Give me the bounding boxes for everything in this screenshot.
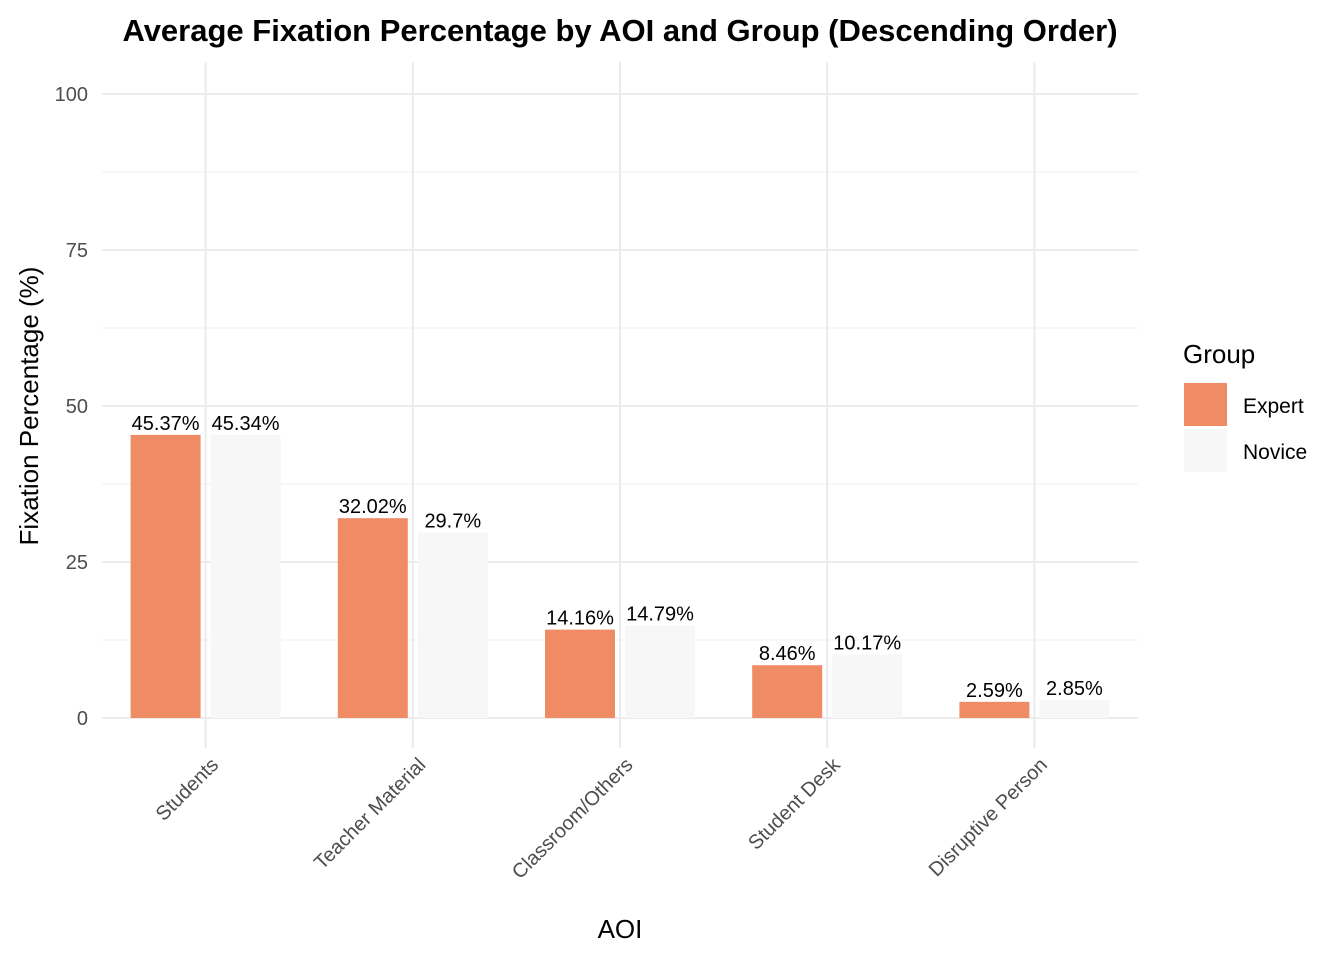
data-label: 45.37% [132, 413, 200, 435]
data-label: 10.17% [833, 633, 901, 655]
y-tick-label: 100 [55, 84, 88, 106]
data-label: 2.85% [1046, 678, 1103, 700]
x-tick-label: Disruptive Person [925, 754, 1052, 881]
bar-novice [417, 532, 488, 718]
data-labels: 45.37% 32.02% 14.16% 8.46% 2.59% 45.34% 29.7% 1… [132, 413, 1103, 702]
y-axis-title: Fixation Percentage (%) [14, 267, 44, 546]
y-tick-label: 50 [66, 396, 88, 418]
data-label: 8.46% [759, 643, 816, 665]
bar-expert [130, 434, 201, 718]
y-tick-label: 75 [66, 240, 88, 262]
y-tick-label: 25 [66, 552, 88, 574]
bar-novice [832, 654, 903, 718]
data-label: 2.59% [966, 680, 1023, 702]
data-label: 32.02% [339, 496, 407, 518]
legend: Group Expert Novice [1183, 339, 1307, 472]
y-tick-label: 0 [77, 708, 88, 730]
data-label: 45.34% [212, 413, 280, 435]
x-tick-label: Student Desk [744, 753, 845, 854]
legend-label-expert: Expert [1243, 395, 1304, 418]
bar-novice [1039, 700, 1110, 718]
x-tick-label: Students [152, 754, 223, 825]
data-label: 14.79% [626, 604, 694, 626]
y-axis-ticks: 0 25 50 75 100 [55, 84, 88, 730]
legend-key-expert [1184, 383, 1227, 426]
bar-novice [210, 435, 281, 718]
legend-label-novice: Novice [1243, 441, 1307, 464]
x-tick-label: Classroom/Others [508, 754, 638, 884]
legend-key-novice [1184, 429, 1227, 472]
bar-expert [545, 629, 615, 718]
bar-expert [337, 518, 408, 718]
bar-expert [752, 665, 823, 718]
chart-title: Average Fixation Percentage by AOI and G… [122, 13, 1117, 48]
data-label: 14.16% [546, 608, 614, 630]
legend-title: Group [1183, 339, 1255, 369]
bars [130, 434, 1110, 718]
data-label: 29.7% [424, 511, 481, 533]
x-axis-title: AOI [598, 914, 643, 944]
x-axis-ticks: Students Teacher Material Classroom/Others… [152, 753, 1052, 883]
bar-expert [959, 701, 1030, 718]
bar-novice [625, 625, 695, 718]
x-tick-label: Teacher Material [310, 754, 430, 874]
